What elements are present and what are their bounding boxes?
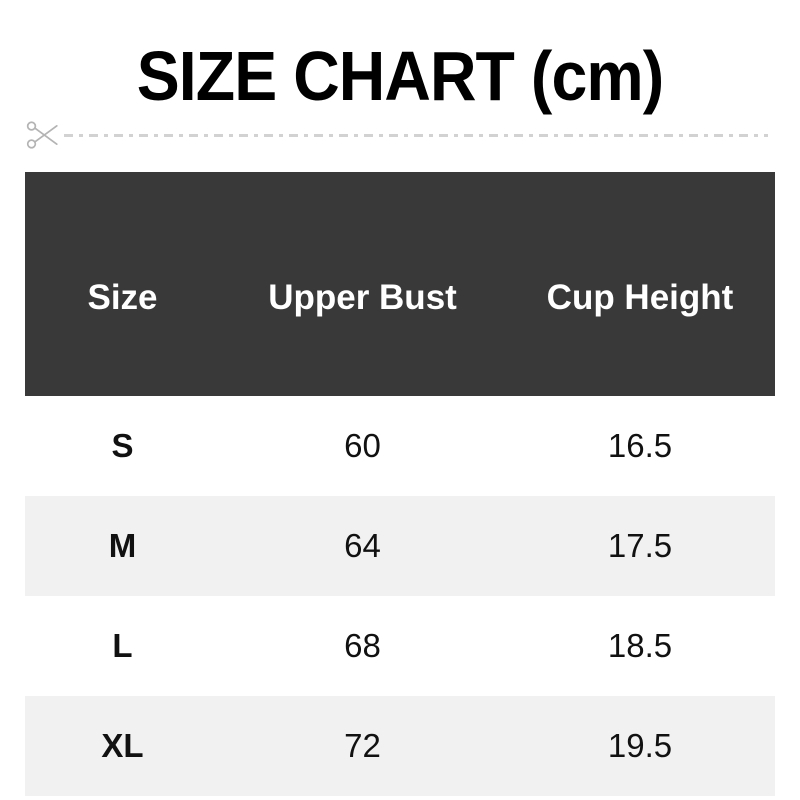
cell-upper-bust: 72: [220, 696, 505, 796]
cell-size: L: [25, 596, 220, 696]
cell-size: M: [25, 496, 220, 596]
scissors-icon: [26, 121, 58, 149]
page-title: SIZE CHART (cm): [136, 37, 664, 115]
table-header-row: Size Upper Bust Cup Height: [25, 172, 775, 396]
cell-cup-height: 19.5: [505, 696, 775, 796]
column-header-upper-bust: Upper Bust: [220, 172, 505, 396]
cell-cup-height: 17.5: [505, 496, 775, 596]
size-chart-table: Size Upper Bust Cup Height S 60 16.5 M 6…: [25, 172, 775, 796]
cut-line: [26, 118, 768, 152]
table-row: S 60 16.5: [25, 396, 775, 496]
cut-dashed-line: [64, 133, 768, 137]
column-header-size: Size: [25, 172, 220, 396]
cell-cup-height: 18.5: [505, 596, 775, 696]
table-row: XL 72 19.5: [25, 696, 775, 796]
cell-size: XL: [25, 696, 220, 796]
cell-upper-bust: 60: [220, 396, 505, 496]
cell-upper-bust: 64: [220, 496, 505, 596]
cell-cup-height: 16.5: [505, 396, 775, 496]
cell-upper-bust: 68: [220, 596, 505, 696]
table-row: M 64 17.5: [25, 496, 775, 596]
cell-size: S: [25, 396, 220, 496]
column-header-cup-height: Cup Height: [505, 172, 775, 396]
table-row: L 68 18.5: [25, 596, 775, 696]
